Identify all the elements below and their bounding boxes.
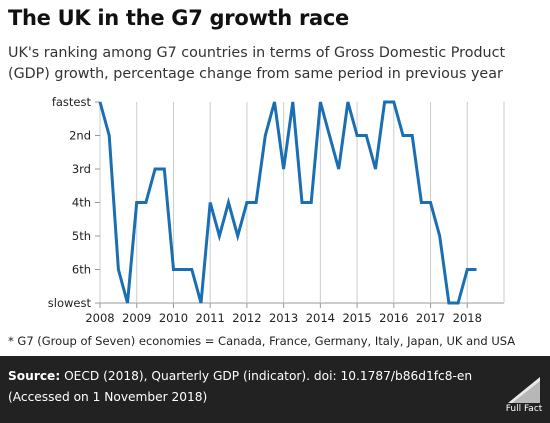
source-label: Source: xyxy=(8,369,61,383)
x-tick-label-2011: 2011 xyxy=(196,311,225,325)
logo-text: Full Fact xyxy=(506,404,543,413)
y-tick-label-3rd: 3rd xyxy=(72,162,91,176)
series-group xyxy=(98,100,477,305)
x-tick-label-2017: 2017 xyxy=(416,311,445,325)
y-tick-label-2nd: 2nd xyxy=(69,129,91,143)
x-tick-label-2009: 2009 xyxy=(122,311,151,325)
series-line-0 xyxy=(98,100,477,305)
full-fact-logo: Full Fact xyxy=(502,369,546,417)
x-tick-label-2016: 2016 xyxy=(379,311,408,325)
footnote: * G7 (Group of Seven) economies = Canada… xyxy=(8,334,516,348)
x-tick-label-2018: 2018 xyxy=(453,311,482,325)
logo-triangle-icon xyxy=(508,377,540,403)
y-axis: fastest 2nd 3rd 4th 5th 6th slowest xyxy=(48,95,92,310)
y-tick-label-slowest: slowest xyxy=(48,296,92,310)
source-block: Source: OECD (2018), Quarterly GDP (indi… xyxy=(8,366,488,408)
x-tick-label-2008: 2008 xyxy=(85,311,114,325)
source-line: Source: OECD (2018), Quarterly GDP (indi… xyxy=(8,366,488,387)
y-tick-label-5th: 5th xyxy=(72,229,91,243)
y-tick-label-fastest: fastest xyxy=(52,95,92,109)
chart-title: The UK in the G7 growth race xyxy=(8,6,349,30)
footer: Source: OECD (2018), Quarterly GDP (indi… xyxy=(0,356,550,423)
source-text: OECD (2018), Quarterly GDP (indicator). … xyxy=(64,369,473,383)
x-tick-label-2013: 2013 xyxy=(269,311,298,325)
x-tick-label-2014: 2014 xyxy=(306,311,335,325)
subtitle-line-2: (GDP) growth, percentage change from sam… xyxy=(8,66,503,82)
x-tick-label-2012: 2012 xyxy=(232,311,261,325)
accessed-date: (Accessed on 1 November 2018) xyxy=(8,390,208,404)
subtitle-line-1: UK's ranking among G7 countries in terms… xyxy=(8,45,506,61)
chart-subtitle: UK's ranking among G7 countries in terms… xyxy=(8,43,548,85)
x-tick-label-2010: 2010 xyxy=(159,311,188,325)
y-tick-label-6th: 6th xyxy=(72,263,91,277)
grid-lines xyxy=(95,101,505,308)
x-axis: 2008 2009 2010 2011 2012 2013 2014 2015 2016 2017… xyxy=(85,311,482,325)
y-tick-label-4th: 4th xyxy=(72,196,91,210)
x-tick-label-2015: 2015 xyxy=(342,311,371,325)
logo-shade-icon xyxy=(512,381,540,403)
